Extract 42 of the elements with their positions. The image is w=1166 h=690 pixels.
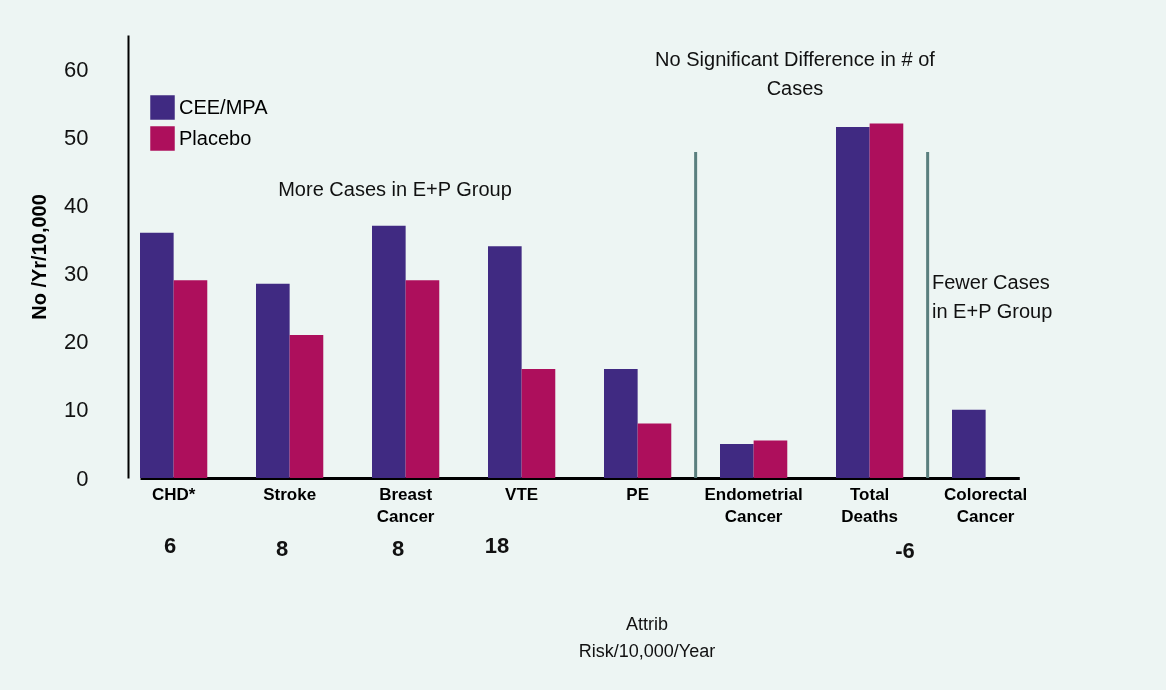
- bar: [140, 232, 174, 478]
- bar: [256, 283, 290, 478]
- bar: [173, 280, 208, 478]
- y-tick-label: 10: [64, 397, 89, 423]
- text: 18: [484, 533, 510, 558]
- annotation: Fewer Cases in E+P Group: [932, 271, 1053, 322]
- x-tick-label: Stroke: [263, 484, 317, 504]
- bar: [637, 423, 672, 478]
- bar: [289, 334, 324, 478]
- y-axis-title: No /Yr/10,000: [28, 194, 51, 320]
- text: 8: [275, 536, 289, 561]
- y-tick-label: 0: [76, 465, 89, 491]
- bar: [869, 123, 904, 478]
- x-tick-label: Breast Cancer: [376, 484, 435, 526]
- bar: [521, 368, 556, 478]
- x-tick-label: VTE: [505, 484, 539, 504]
- bar: [720, 443, 754, 478]
- y-tick-label: 20: [64, 329, 89, 355]
- bar: [952, 409, 986, 478]
- annotation: More Cases in E+P Group: [278, 178, 512, 200]
- annotation: No Significant Difference in # of Cases: [655, 48, 936, 99]
- legend-label: Placebo: [179, 126, 252, 149]
- x-tick-label: PE: [626, 484, 649, 504]
- x-tick-label: Endometrial Cancer: [704, 484, 803, 526]
- text: -6: [895, 538, 915, 563]
- y-tick-label: 40: [64, 192, 89, 218]
- y-tick-label: 30: [64, 261, 89, 287]
- bar: [488, 246, 522, 478]
- x-tick-label: Total Deaths: [841, 484, 898, 526]
- x-tick-label: Colorectal Cancer: [944, 484, 1028, 526]
- bar: [372, 225, 406, 478]
- bar: [753, 440, 788, 478]
- text: Attrib Risk/10,000/Year: [578, 614, 716, 661]
- legend-label: CEE/MPA: [179, 95, 269, 118]
- bar: [836, 127, 870, 478]
- y-tick-label: 60: [64, 56, 89, 82]
- text: 8: [391, 536, 405, 561]
- y-tick-label: 50: [64, 124, 89, 150]
- text: 6: [163, 533, 177, 558]
- bar: [604, 368, 638, 478]
- x-tick-label: CHD*: [151, 484, 196, 504]
- bar: [405, 280, 440, 478]
